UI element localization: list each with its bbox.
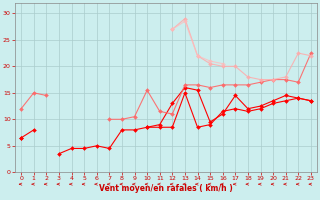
X-axis label: Vent moyen/en rafales ( km/h ): Vent moyen/en rafales ( km/h ) <box>99 184 233 193</box>
